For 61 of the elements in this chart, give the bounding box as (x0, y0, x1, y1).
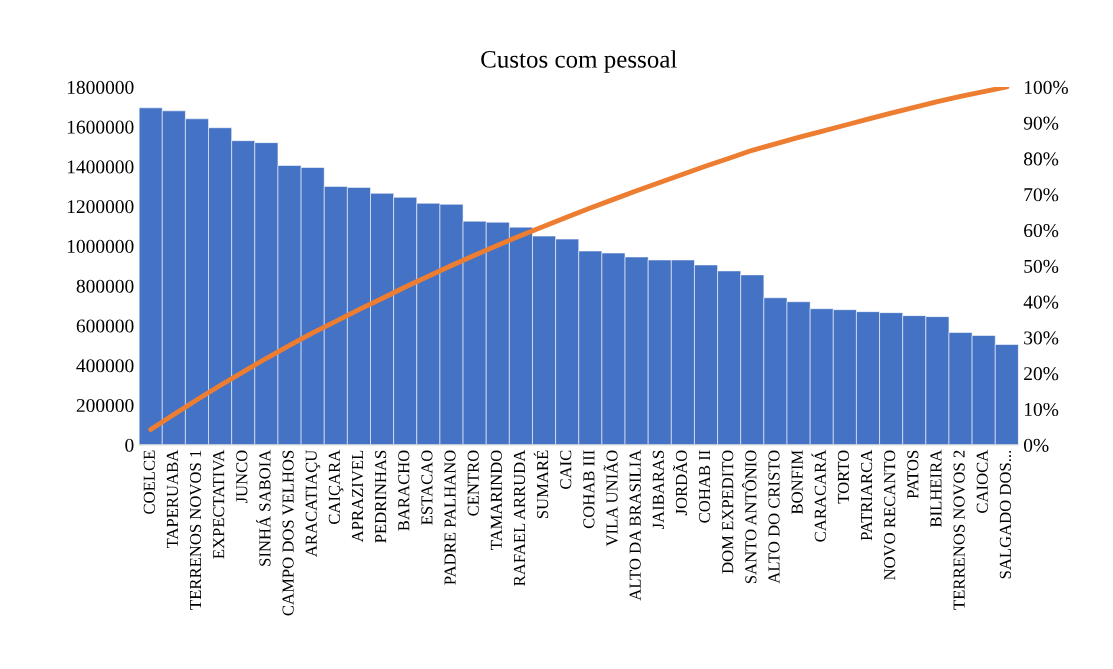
y-tick-label: 800000 (76, 279, 134, 293)
y2-tick-label: 80% (1024, 152, 1059, 166)
y-tick-label: 400000 (76, 359, 134, 373)
x-tick-label: TERRENOS NOVOS 1 (189, 450, 202, 610)
x-tick-label: DOM EXPEDITO (722, 450, 734, 574)
x-tick-label: COHAB III (583, 450, 595, 529)
x-tick-label: ALTO DO CRISTO (768, 450, 780, 584)
x-tick-label: JUNCO (236, 450, 248, 504)
y2-tick-label: 90% (1023, 116, 1059, 130)
x-tick-label: COELCE (143, 450, 155, 514)
y2-tick-label: 70% (1024, 188, 1059, 202)
y2-tick-label: 10% (1024, 402, 1059, 417)
x-tick-label: CARACARÁ (811, 449, 826, 542)
y2-tick-label: 100% (1024, 80, 1068, 94)
y-tick-label: 0 (125, 438, 134, 452)
x-tick-label: RAFAEL ARRUDA (513, 449, 526, 586)
x-tick-label: NOVO RECANTO (884, 450, 896, 580)
x-tick-label: ESTACAO (421, 450, 433, 525)
x-tick-label: EXPECTATIVA (213, 449, 225, 559)
x-tick-label: PATRIARCA (860, 449, 873, 541)
x-tick-label: SUMARÉ (533, 450, 549, 519)
x-tick-label: TAPERUABA (166, 449, 178, 549)
y2-tick-label: 0% (1024, 438, 1049, 452)
x-tick-label: PATOS (907, 450, 919, 499)
x-tick-label: COHAB II (698, 450, 711, 523)
x-tick-label: PADRE PALHANO (444, 450, 456, 585)
x-tick-label: TERRENOS NOVOS 2 (953, 450, 965, 610)
y-tick-label: 1400000 (67, 160, 134, 174)
chart-title: Custos com pessoal (481, 50, 677, 73)
y-tick-label: 1000000 (67, 239, 134, 253)
x-tick-label: BONFIM (791, 450, 803, 515)
x-tick-label: TAMARINDO (490, 450, 502, 550)
x-tick-label: CAIC (560, 450, 572, 489)
y-tick-label: 1800000 (67, 80, 134, 94)
x-tick-label: CAMPO DOS VELHOS (282, 450, 294, 616)
y2-tick-label: 60% (1024, 223, 1059, 238)
y-tick-label: 600000 (76, 319, 134, 333)
x-tick-label: TORTO (837, 450, 850, 504)
y2-tick-label: 40% (1023, 295, 1059, 309)
x-tick-label: APRAZIVEL (351, 450, 364, 543)
x-tick-label: JORDÃO (672, 450, 688, 516)
x-tick-label: SALGADO DOS... (999, 450, 1012, 579)
y-tick-label: 1200000 (67, 200, 134, 214)
y-tick-label: 200000 (76, 398, 134, 413)
x-tick-label: ARACATIAÇU (305, 450, 321, 557)
y2-tick-label: 30% (1024, 331, 1059, 345)
y-tick-label: 1600000 (67, 120, 134, 134)
y2-tick-label: 20% (1024, 367, 1059, 381)
x-tick-label: VILA UNIÃO (603, 450, 618, 547)
x-tick-label: SANTO ANTÔNIO (742, 450, 757, 584)
x-tick-label: SINHÁ SABOIA (256, 449, 271, 566)
x-tick-label: BILHEIRA (930, 449, 942, 528)
x-tick-label: CAIOCA (976, 449, 988, 513)
x-tick-label: CAIÇARA (328, 449, 344, 525)
x-tick-label: BARACHO (398, 450, 410, 531)
x-tick-label: CENTRO (467, 450, 479, 516)
y2-tick-label: 50% (1024, 259, 1059, 273)
x-tick-label: ALTO DA BRASILIA (629, 449, 641, 601)
line-series (148, 86, 1010, 432)
x-tick-label: JAIBARAS (652, 450, 664, 530)
x-tick-label: PEDRINHAS (375, 450, 387, 543)
